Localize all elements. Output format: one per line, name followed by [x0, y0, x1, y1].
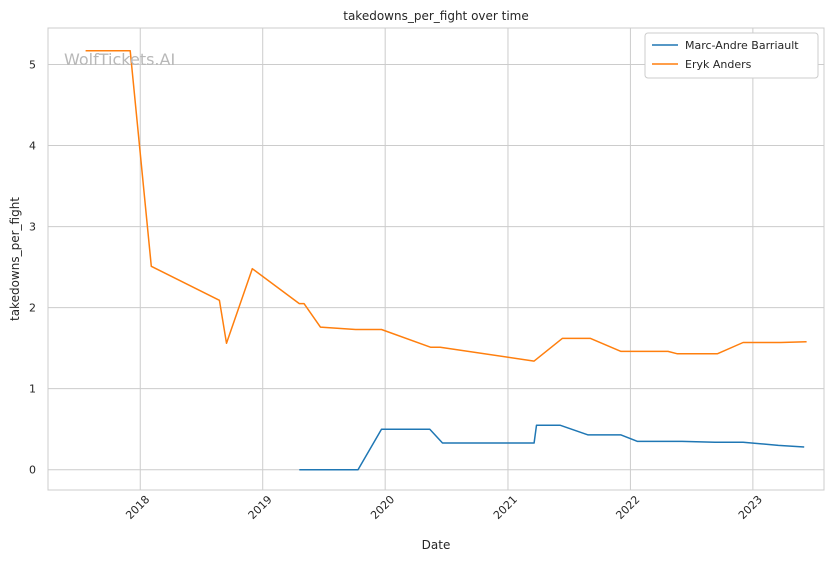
y-tick-label: 0 — [29, 464, 36, 477]
legend: Marc-Andre Barriault Eryk Anders — [644, 32, 819, 79]
grid — [48, 28, 824, 490]
x-tick-label: 2019 — [246, 493, 275, 522]
series-lines — [85, 49, 807, 471]
y-axis-ticks: 0 1 2 3 4 5 — [29, 58, 36, 476]
x-tick-label: 2022 — [613, 493, 642, 522]
series-line-1 — [85, 49, 807, 362]
legend-label-anders: Eryk Anders — [685, 58, 752, 71]
x-axis-ticks: 2018 2019 2020 2021 2022 2023 — [123, 493, 765, 522]
y-tick-label: 4 — [29, 140, 36, 153]
x-tick-label: 2023 — [736, 493, 765, 522]
x-tick-label: 2021 — [491, 493, 520, 522]
y-axis-label: takedowns_per_fight — [8, 197, 22, 321]
series-line-0 — [299, 424, 805, 471]
legend-box — [644, 32, 819, 79]
x-tick-label: 2020 — [368, 493, 397, 522]
legend-label-barriault: Marc-Andre Barriault — [685, 39, 799, 52]
y-tick-label: 2 — [29, 302, 36, 315]
x-tick-label: 2018 — [123, 493, 152, 522]
x-axis-label: Date — [422, 538, 451, 552]
y-tick-label: 5 — [29, 58, 36, 71]
plot-background — [47, 27, 825, 491]
chart-title: takedowns_per_fight over time — [343, 9, 529, 23]
watermark: WolfTickets.AI — [64, 50, 175, 69]
y-tick-label: 3 — [29, 221, 36, 234]
y-tick-label: 1 — [29, 383, 36, 396]
